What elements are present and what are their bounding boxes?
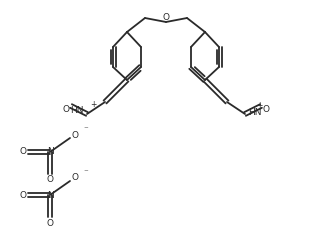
- Text: O: O: [263, 105, 269, 114]
- Text: HN: HN: [70, 105, 84, 114]
- Text: O: O: [19, 147, 26, 156]
- Text: O: O: [162, 13, 170, 22]
- Text: O: O: [19, 191, 26, 200]
- Text: O: O: [71, 131, 78, 140]
- Text: O: O: [71, 173, 78, 182]
- Text: O: O: [47, 176, 54, 184]
- Text: HN: HN: [248, 108, 262, 117]
- Text: ⁻: ⁻: [83, 126, 88, 135]
- Text: N: N: [47, 147, 53, 156]
- Text: ⁻: ⁻: [83, 169, 88, 178]
- Text: +: +: [90, 100, 96, 109]
- Text: +: +: [256, 100, 262, 109]
- Text: O: O: [47, 219, 54, 228]
- Text: N: N: [47, 191, 53, 200]
- Text: O: O: [62, 105, 69, 114]
